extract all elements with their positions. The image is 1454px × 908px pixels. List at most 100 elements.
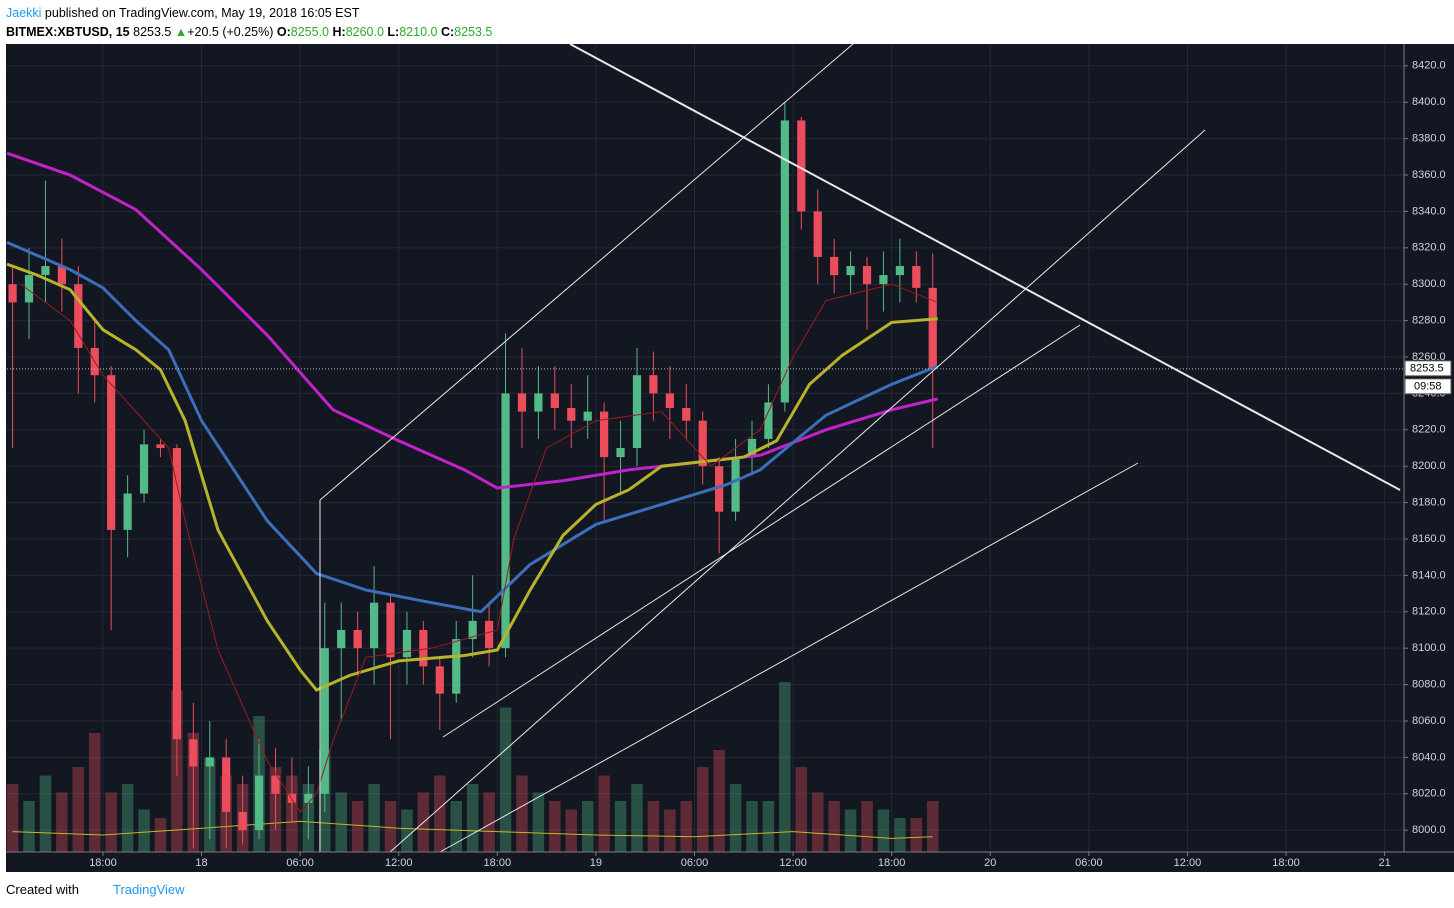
candle-body xyxy=(534,393,543,412)
moving-average xyxy=(6,262,938,692)
volume-bar xyxy=(746,801,758,852)
volume-bar xyxy=(565,809,578,852)
volume-bar xyxy=(39,775,52,852)
last-price-label: 8253.5 xyxy=(1410,363,1444,375)
published: published on TradingView.com, May 19, 20… xyxy=(44,6,360,20)
x-tick-label: 12:00 xyxy=(779,857,807,869)
candle-body xyxy=(304,793,313,803)
candle-body xyxy=(501,393,510,649)
x-tick-label: 06:00 xyxy=(286,857,314,869)
volume-ma xyxy=(12,820,933,839)
candle-body xyxy=(583,411,592,421)
candle-body xyxy=(484,620,494,649)
x-tick-label: 18:00 xyxy=(89,857,117,869)
volume-bar xyxy=(466,784,479,852)
volume-bar xyxy=(23,801,35,852)
candle-body xyxy=(862,266,872,285)
candle-body xyxy=(747,438,757,458)
moving-average xyxy=(6,240,939,614)
trendline xyxy=(319,43,854,501)
volume-bar xyxy=(729,784,742,852)
y-tick-label: 8120.0 xyxy=(1412,606,1446,618)
candle-body xyxy=(813,211,822,257)
volume-bar xyxy=(72,767,85,852)
volume-bar xyxy=(647,801,660,852)
candle-body xyxy=(846,266,855,276)
volume-bar xyxy=(598,775,610,852)
volume-bar xyxy=(532,792,545,852)
volume-bar xyxy=(713,750,725,852)
candle-body xyxy=(369,602,379,649)
candle-body xyxy=(8,284,17,303)
volume-bar xyxy=(894,818,906,852)
y-tick-label: 8380.0 xyxy=(1412,133,1446,145)
y-tick-label: 8360.0 xyxy=(1412,169,1446,181)
volume-bar xyxy=(335,792,347,852)
x-tick-label: 18:00 xyxy=(484,857,512,869)
grid xyxy=(7,44,1404,852)
footer: Created with TradingView xyxy=(6,882,185,897)
x-tick-label: 12:00 xyxy=(1174,857,1202,869)
candle-body xyxy=(731,457,740,512)
volume-bar xyxy=(138,809,150,852)
chart: 8000.0 8020.0 8040.0 8060.0 8080.0 8100.0 8120… xyxy=(6,43,1454,872)
y-tick-label: 8300.0 xyxy=(1412,278,1446,290)
volume-bar xyxy=(121,784,134,852)
author[interactable]: Jaekki xyxy=(6,6,42,20)
y-tick-label: 8000.0 xyxy=(1412,824,1446,836)
volume-bar xyxy=(368,784,380,852)
volume-bar xyxy=(696,767,709,852)
candle-body xyxy=(222,757,231,812)
volume-bar xyxy=(861,801,873,852)
brand[interactable]: TradingView xyxy=(112,882,185,897)
candle-body xyxy=(780,120,789,403)
candle-body xyxy=(271,775,280,794)
y-tick-label: 8340.0 xyxy=(1412,205,1446,217)
candle-body xyxy=(172,448,182,740)
volume-bar xyxy=(401,809,413,852)
candle-body xyxy=(764,402,773,439)
candle-body xyxy=(468,620,477,640)
trendline xyxy=(442,324,1081,738)
moving-average xyxy=(20,283,938,813)
volume-bar xyxy=(483,792,495,852)
candle-body xyxy=(386,602,395,658)
candle-body xyxy=(797,120,806,212)
quote-line: BITMEX:XBTUSD, 15 8253.5 ▲+20.5 (+0.25%)… xyxy=(6,23,492,42)
candle-body xyxy=(24,275,34,303)
volume-bar xyxy=(384,801,397,852)
y-tick-label: 8100.0 xyxy=(1412,642,1446,654)
y-tick-label: 8140.0 xyxy=(1412,569,1446,581)
volume-bar xyxy=(6,784,19,852)
candle-body xyxy=(649,375,658,394)
countdown-label: 09:58 xyxy=(1414,381,1442,393)
volume-bar xyxy=(105,792,117,852)
candle-body xyxy=(600,411,609,458)
volume-bar xyxy=(154,818,167,852)
candle-body xyxy=(189,739,198,767)
candle-body xyxy=(879,275,888,285)
candle-body xyxy=(123,493,132,530)
candle-body xyxy=(550,393,559,408)
h: 8260.0 xyxy=(345,25,384,39)
candle-body xyxy=(912,266,921,288)
l-label: L: xyxy=(387,25,400,39)
candles xyxy=(8,102,937,849)
volume-bar xyxy=(844,809,857,852)
publish-line: Jaekki published on TradingView.com, May… xyxy=(6,4,492,23)
volume-bar xyxy=(56,792,68,852)
candle-body xyxy=(715,466,724,512)
volume-bar xyxy=(811,792,824,852)
candle-body xyxy=(895,266,904,276)
volume-bar xyxy=(779,682,791,852)
moving-averages xyxy=(6,151,939,813)
symbol: BITMEX:XBTUSD, 15 xyxy=(6,25,130,39)
y-tick-label: 8280.0 xyxy=(1412,315,1446,327)
x-tick-label: 20 xyxy=(984,857,996,869)
candle-body xyxy=(402,629,412,658)
candle-body xyxy=(419,629,428,667)
x-tick-label: 21 xyxy=(1378,857,1390,869)
candle-body xyxy=(205,757,214,767)
candle-body xyxy=(517,393,527,412)
volume-bar xyxy=(516,775,528,852)
